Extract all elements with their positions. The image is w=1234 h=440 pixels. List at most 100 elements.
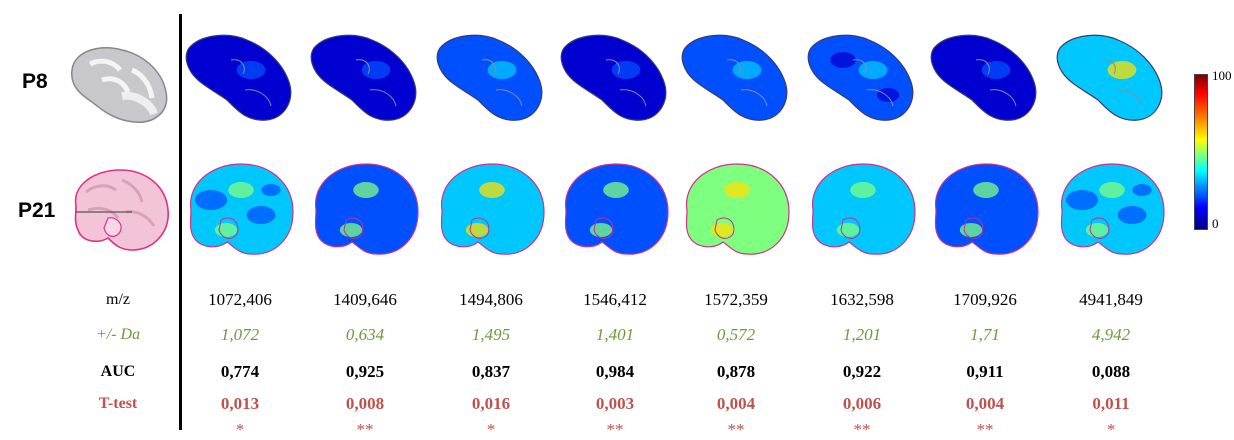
p8-brain-map-8-blob	[1107, 61, 1137, 79]
p21-brain-map-7-blob	[991, 206, 1021, 224]
ttest-value: 0,004	[716, 394, 756, 413]
p21-brain-map-7-blob	[973, 182, 999, 198]
p8-brain-map-7	[930, 34, 1037, 121]
p8-brain-map-8-blob	[1079, 52, 1105, 68]
p21-brain-map-3-blob	[497, 206, 527, 224]
p21-brain-map-6-blob	[817, 190, 849, 210]
colorbar-min-label: 0	[1212, 216, 1219, 231]
mz-value: 1409,646	[333, 290, 397, 309]
p21-brain-map-4-blob	[636, 184, 656, 196]
p8-brain-map-1-blob	[208, 52, 234, 68]
mz-value: 4941,849	[1079, 290, 1143, 309]
p8-atlas-image	[71, 47, 168, 123]
colorbar-max-label: 100	[1212, 68, 1232, 83]
stars-value: **	[976, 420, 994, 439]
p21-brain-map-3-blob	[479, 182, 505, 198]
row-label-p21: P21	[18, 199, 56, 222]
p8-brain-map-5-blob	[750, 88, 774, 102]
auc-value: 0,911	[966, 362, 1004, 381]
auc-value: 0,774	[220, 362, 260, 381]
p8-brain-map-6-blob	[876, 88, 900, 102]
p21-brain-map-1-blob	[246, 206, 276, 224]
stars-value: **	[606, 420, 624, 439]
auc-value: 0,984	[595, 362, 635, 381]
p21-brain-map-2-blob	[386, 184, 406, 196]
p8-brain-map-2-blob	[361, 61, 391, 79]
auc-value: 0,922	[842, 362, 882, 381]
p21-brain-map-4-blob	[589, 223, 613, 237]
mz-value: 1546,412	[583, 290, 647, 309]
p21-brain-map-4-blob	[570, 190, 602, 210]
auc-value: 0,088	[1091, 362, 1131, 381]
p21-brain-map-3	[440, 163, 545, 255]
ttest-value: 0,003	[595, 394, 635, 413]
p21-brain-map-6-blob	[883, 184, 903, 196]
p21-brain-map-2-blob	[320, 190, 352, 210]
p8-brain-map-4-blob	[629, 88, 653, 102]
mz-value: 1632,598	[830, 290, 894, 309]
p21-brain-map-7	[934, 163, 1039, 255]
divider-line	[179, 14, 182, 430]
p8-brain-map-1-blob	[254, 88, 278, 102]
p21-atlas-image	[74, 169, 169, 251]
p21-brain-map-5-blob	[742, 206, 772, 224]
ttest-value: 0,008	[345, 394, 385, 413]
p8-brain-map-3-blob	[459, 52, 485, 68]
p21-brain-map-1	[189, 163, 294, 255]
p21-brain-map-5-blob	[757, 184, 777, 196]
p21-brain-map-7-blob	[1006, 184, 1026, 196]
p21-brain-map-5-blob	[724, 182, 750, 198]
mz-value: 1072,406	[208, 290, 272, 309]
stars-value: **	[356, 420, 374, 439]
p8-brain-map-2-blob	[333, 52, 359, 68]
ttest-label: T-test	[98, 395, 138, 412]
p21-brain-map-2-blob	[339, 223, 363, 237]
p21-brain-map-6-blob	[868, 206, 898, 224]
p8-brain-map-6-blob	[858, 61, 888, 79]
p8-brain-map-8	[1056, 34, 1163, 121]
stars-value: *	[1106, 420, 1116, 439]
p8-brain-map-3	[436, 34, 543, 121]
p21-brain-map-1-blob	[228, 182, 254, 198]
ttest-value: 0,013	[220, 394, 260, 413]
colorbar	[1194, 74, 1208, 230]
p21-brain-map-4	[564, 163, 669, 255]
p21-brain-map-8-blob	[1099, 182, 1125, 198]
p8-brain-map-7-blob	[981, 61, 1011, 79]
auc-value: 0,878	[716, 362, 756, 381]
ttest-value: 0,006	[842, 394, 882, 413]
p21-brain-map-5-blob	[691, 190, 723, 210]
p21-brain-map-3-blob	[465, 223, 489, 237]
p8-brain-map-6	[807, 34, 914, 121]
mz-value: 1572,359	[704, 290, 768, 309]
p8-brain-map-8-blob	[1125, 88, 1149, 102]
p21-brain-map-3-blob	[512, 184, 532, 196]
p21-brain-map-1-blob	[214, 223, 238, 237]
mz-label: m/z	[106, 291, 130, 308]
p21-brain-map-8-blob	[1085, 223, 1109, 237]
p21-brain-map-1-blob	[195, 190, 227, 210]
p21-brain-map-4-blob	[621, 206, 651, 224]
da-value: 0,572	[716, 325, 756, 344]
p8-brain-map-3-blob	[505, 88, 529, 102]
ttest-value: 0,011	[1092, 394, 1130, 413]
p21-brain-map-6	[811, 163, 916, 255]
da-label: +/- Da	[95, 326, 141, 343]
row-label-p8: P8	[22, 70, 48, 93]
mz-value: 1494,806	[459, 290, 523, 309]
p21-brain-map-4-blob	[603, 182, 629, 198]
p21-brain-map-7-blob	[940, 190, 972, 210]
p21-brain-map-2	[314, 163, 419, 255]
p21-brain-map-8-blob	[1117, 206, 1147, 224]
stars-value: **	[727, 420, 745, 439]
da-value: 1,71	[970, 325, 1000, 344]
p21-brain-map-8-blob	[1132, 184, 1152, 196]
p8-brain-map-2	[310, 34, 417, 121]
p8-brain-map-1	[185, 34, 292, 121]
p21-brain-map-5	[685, 163, 790, 255]
p8-brain-map-1-blob	[236, 61, 266, 79]
p8-brain-map-4	[560, 34, 667, 121]
da-value: 1,401	[595, 325, 635, 344]
da-value: 1,072	[220, 325, 260, 344]
p21-brain-map-7-blob	[959, 223, 983, 237]
